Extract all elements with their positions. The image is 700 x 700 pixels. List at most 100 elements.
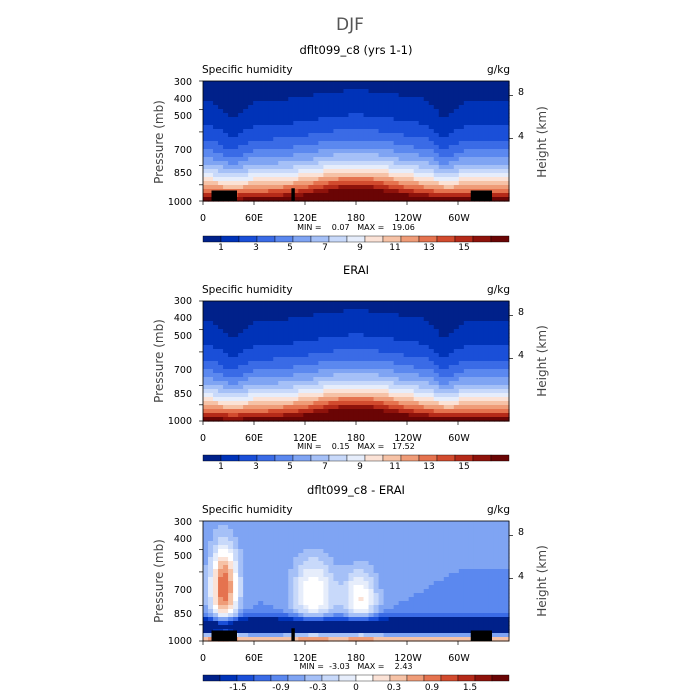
contour-cell (208, 189, 214, 194)
contour-cell (278, 373, 284, 378)
contour-cell (463, 149, 470, 154)
contour-cell (368, 141, 375, 146)
contour-cell (318, 309, 324, 314)
contour-cell (303, 557, 309, 562)
contour-cell (278, 333, 284, 338)
contour-cell (408, 105, 415, 110)
contour-cell (223, 381, 229, 386)
contour-cell (378, 129, 385, 134)
contour-cell (403, 117, 410, 122)
contour-cell (493, 585, 500, 590)
contour-cell (453, 145, 460, 150)
contour-cell (348, 81, 355, 86)
contour-cell (323, 537, 330, 542)
contour-cell (428, 329, 435, 334)
contour-cell (418, 153, 425, 158)
contour-cell (278, 593, 284, 598)
contour-cell (393, 181, 400, 186)
contour-cell (313, 137, 319, 142)
contour-cell (483, 561, 490, 566)
contour-cell (318, 561, 324, 566)
contour-cell (428, 101, 435, 106)
contour-cell (448, 153, 455, 158)
contour-cell (268, 157, 274, 162)
contour-cell (498, 557, 505, 562)
contour-cell (423, 81, 430, 86)
contour-cell (278, 101, 284, 106)
contour-cell (238, 141, 244, 146)
contour-cell (408, 349, 415, 354)
contour-cell (458, 569, 465, 574)
contour-cell (473, 185, 480, 190)
contour-cell (448, 337, 455, 342)
contour-cell (483, 117, 490, 122)
y-tick-label: 300 (174, 77, 192, 88)
contour-cell (303, 405, 309, 410)
contour-cell (333, 157, 340, 162)
contour-cell (283, 589, 289, 594)
contour-cell (433, 329, 440, 334)
contour-cell (418, 337, 425, 342)
contour-cell (238, 549, 244, 554)
contour-cell (238, 85, 244, 90)
contour-cell (253, 97, 259, 102)
contour-cell (498, 361, 505, 366)
contour-cell (368, 165, 375, 170)
contour-cell (413, 109, 420, 114)
contour-cell (438, 157, 445, 162)
contour-cell (333, 117, 340, 122)
contour-cell (383, 129, 390, 134)
contour-cell (428, 409, 435, 414)
contour-cell (303, 101, 309, 106)
contour-cell (223, 581, 229, 586)
contour-cell (408, 337, 415, 342)
contour-cell (433, 105, 440, 110)
contour-cell (218, 405, 224, 410)
contour-cell (438, 81, 445, 86)
contour-cell (268, 365, 274, 370)
contour-cell (483, 305, 490, 310)
contour-cell (353, 125, 360, 130)
contour-cell (493, 557, 500, 562)
contour-cell (458, 589, 465, 594)
contour-cell (478, 305, 485, 310)
contour-cell (283, 565, 289, 570)
contour-cell (463, 177, 470, 182)
contour-cell (338, 589, 345, 594)
contour-cell (213, 109, 219, 114)
contour-cell (378, 321, 385, 326)
contour-cell (243, 157, 249, 162)
contour-cell (218, 97, 224, 102)
contour-cell (498, 393, 505, 398)
contour-cell (293, 93, 299, 98)
contour-cell (473, 593, 480, 598)
contour-cell (428, 309, 435, 314)
contour-cell (503, 521, 510, 526)
contour-cell (428, 317, 435, 322)
contour-cell (468, 85, 475, 90)
contour-cell (503, 581, 510, 586)
contour-cell (238, 145, 244, 150)
contour-cell (498, 169, 505, 174)
contour-cell (318, 137, 324, 142)
contour-cell (343, 301, 350, 306)
contour-cell (373, 565, 380, 570)
contour-cell (238, 569, 244, 574)
contour-cell (233, 553, 239, 558)
contour-cell (283, 593, 289, 598)
contour-cell (313, 345, 319, 350)
contour-cell (258, 137, 264, 142)
contour-cell (268, 113, 274, 118)
contour-cell (323, 177, 330, 182)
contour-cell (418, 389, 425, 394)
contour-cell (258, 597, 264, 602)
contour-cell (338, 169, 345, 174)
contour-cell (358, 105, 365, 110)
contour-cell (328, 301, 335, 306)
contour-cell (278, 193, 284, 198)
contour-cell (223, 173, 229, 178)
contour-cell (388, 185, 395, 190)
contour-cell (408, 573, 415, 578)
contour-cell (458, 101, 465, 106)
contour-cell (408, 365, 415, 370)
